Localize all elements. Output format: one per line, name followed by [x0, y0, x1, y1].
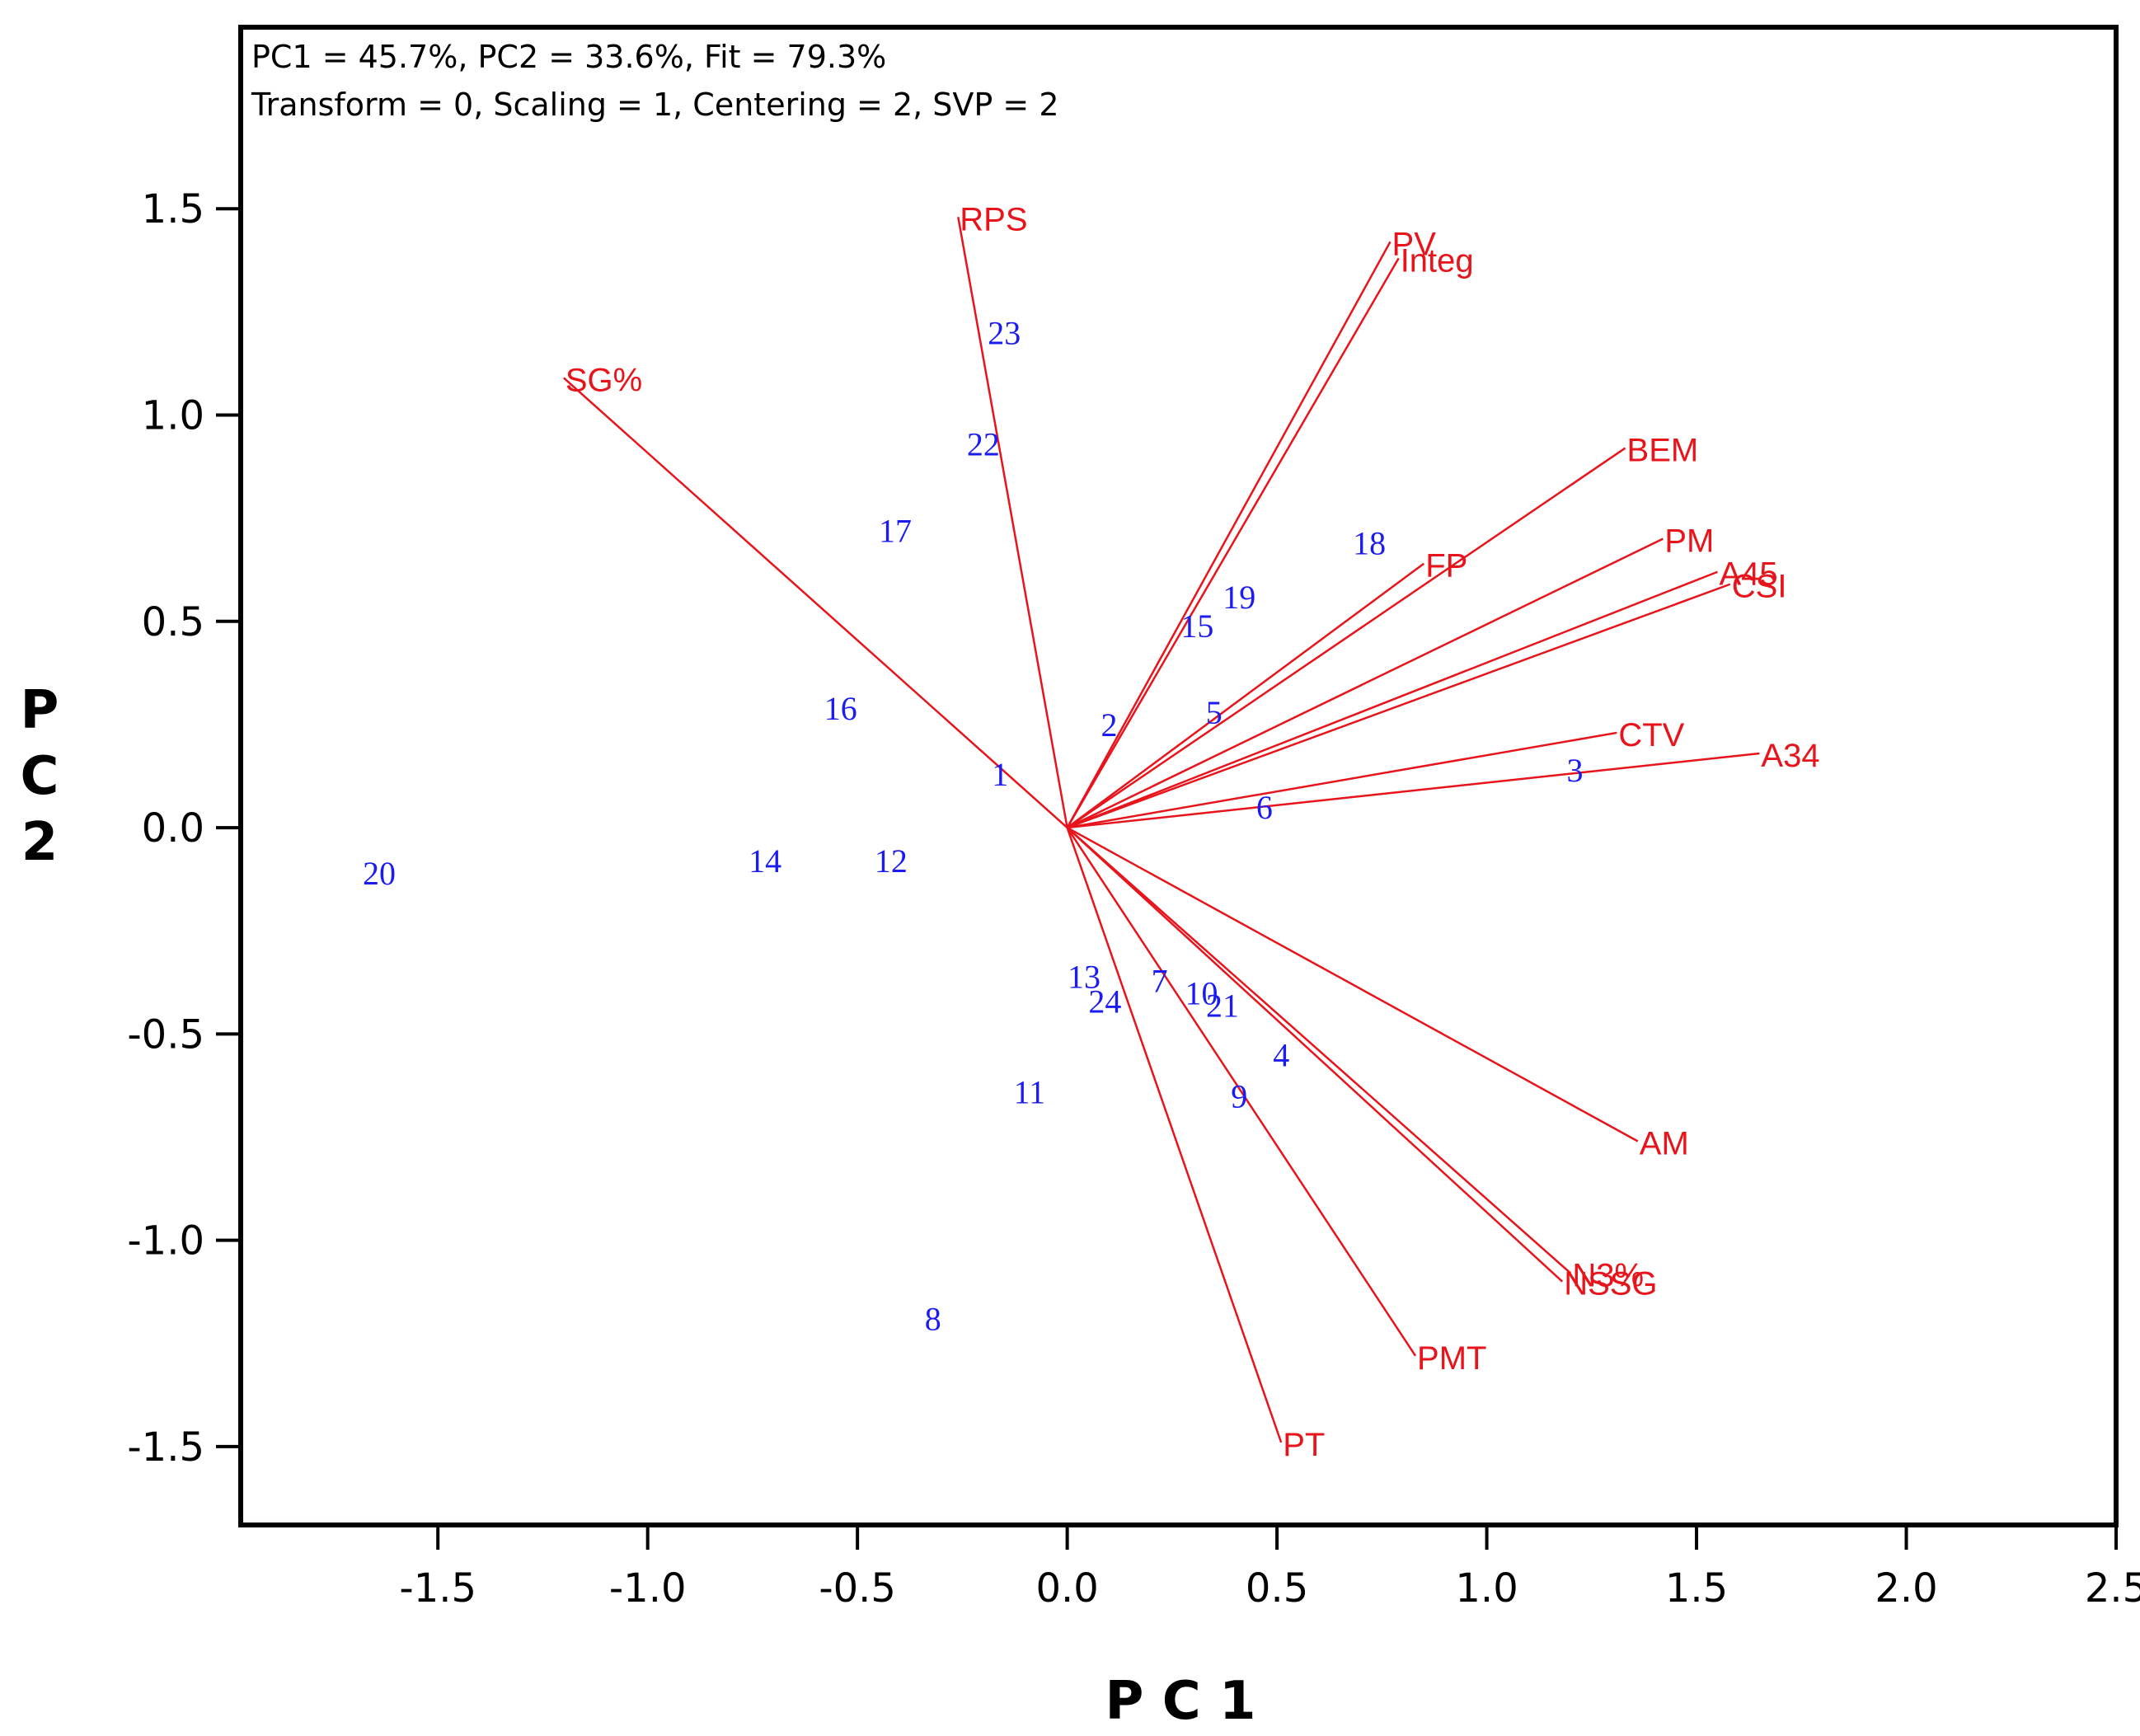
- observation-label: 18: [1353, 525, 1386, 562]
- vector-line: [1066, 827, 1417, 1357]
- observation-label: 15: [1180, 608, 1213, 645]
- x-axis-ticks: -1.5 -1.0 -0.5 0.0 0.5 1.0 1.5 2.0 2.5: [399, 1525, 2140, 1612]
- observation-label: 13: [1068, 958, 1101, 995]
- x-tick-label: 2.5: [2085, 1565, 2140, 1612]
- vector-label: RPS: [960, 201, 1027, 237]
- observation-label: 20: [363, 855, 396, 892]
- x-axis-title: P C 1: [1105, 1671, 1256, 1732]
- vector-line: [1066, 447, 1626, 829]
- vector-label: NSSG: [1564, 1266, 1657, 1302]
- vector-line: [1067, 752, 1760, 829]
- vector-label: PMT: [1417, 1340, 1486, 1377]
- y-tick-label: 1.5: [142, 186, 204, 232]
- observation-label: 1: [992, 756, 1008, 793]
- vector-line: [1067, 537, 1664, 829]
- x-tick-label: 1.0: [1455, 1565, 1518, 1612]
- vector-line: [1066, 241, 1391, 828]
- settings-annotation: Transform = 0, Scaling = 1, Centering = …: [251, 87, 1059, 123]
- vector-line: [1066, 827, 1572, 1274]
- vector-label: PV: [1392, 226, 1437, 262]
- vector-line: [1067, 826, 1639, 1142]
- vector-label: AM: [1640, 1125, 1689, 1161]
- vector-label: FP: [1425, 548, 1467, 584]
- vector-line: [1067, 731, 1617, 829]
- plot-frame: [238, 25, 2119, 1527]
- vector-line: [1066, 257, 1400, 828]
- vector-line: [1066, 827, 1564, 1283]
- observation-label: 6: [1256, 789, 1273, 826]
- y-tick-label: -0.5: [127, 1011, 204, 1058]
- observation-label: 14: [749, 842, 781, 880]
- observation-label: 10: [1185, 974, 1218, 1011]
- observation-label: 2: [1101, 706, 1118, 744]
- x-tick-label: 0.0: [1035, 1565, 1098, 1612]
- vector-line: [1067, 570, 1718, 829]
- y-axis-title-2: 2: [21, 812, 59, 873]
- x-tick-label: 0.5: [1246, 1565, 1308, 1612]
- y-tick-label: 0.0: [142, 805, 204, 852]
- y-tick-label: 1.0: [142, 393, 204, 439]
- vector-label: Integ: [1401, 242, 1474, 279]
- x-tick-label: 2.0: [1875, 1565, 1937, 1612]
- observation-label: 24: [1088, 983, 1121, 1020]
- vector-label: CSI: [1732, 569, 1787, 605]
- x-tick-label: 1.5: [1665, 1565, 1728, 1612]
- observation-label: 7: [1152, 962, 1168, 999]
- observation-label: 17: [879, 513, 912, 550]
- vector-label: A34: [1761, 738, 1819, 774]
- observation-label: 4: [1273, 1036, 1289, 1073]
- y-tick-label: -1.0: [127, 1218, 204, 1264]
- y-axis-title-p: P: [21, 680, 59, 741]
- y-tick-label: 0.5: [142, 599, 204, 645]
- observation-label: 3: [1566, 752, 1583, 789]
- observation-label: 19: [1223, 579, 1255, 616]
- vector-label: SG%: [566, 362, 642, 398]
- vector-line: [563, 377, 1068, 829]
- vector-line: [1067, 583, 1731, 829]
- observation-label: 16: [824, 690, 857, 727]
- observation-label: 22: [967, 426, 1000, 463]
- x-tick-label: -0.5: [819, 1565, 896, 1612]
- vector-label: PT: [1283, 1427, 1325, 1463]
- observation-label: 23: [988, 314, 1021, 351]
- observation-label: 9: [1231, 1077, 1247, 1114]
- observation-label: 11: [1014, 1073, 1046, 1110]
- observation-label: 8: [925, 1301, 941, 1338]
- y-axis-ticks: 1.5 1.0 0.5 0.0 -0.5 -1.0 -1.5: [127, 186, 241, 1471]
- observation-label: 12: [875, 842, 908, 880]
- vector-label: A45: [1719, 556, 1777, 593]
- x-tick-label: -1.0: [609, 1565, 687, 1612]
- vector-line: [1066, 827, 1283, 1443]
- vector-label: BEM: [1627, 433, 1699, 469]
- vector-label: N3%: [1572, 1258, 1644, 1294]
- vector-label: PM: [1664, 523, 1714, 560]
- observation-label: 5: [1206, 694, 1223, 731]
- vector-line: [957, 217, 1068, 828]
- y-axis-title-c: C: [21, 746, 59, 807]
- fit-annotation: PC1 = 45.7%, PC2 = 33.6%, Fit = 79.3%: [251, 39, 886, 75]
- observation-label: 21: [1206, 987, 1239, 1024]
- vector-line: [1066, 562, 1424, 829]
- y-tick-label: -1.5: [127, 1424, 204, 1471]
- x-tick-label: -1.5: [399, 1565, 476, 1612]
- vector-label: CTV: [1618, 717, 1684, 753]
